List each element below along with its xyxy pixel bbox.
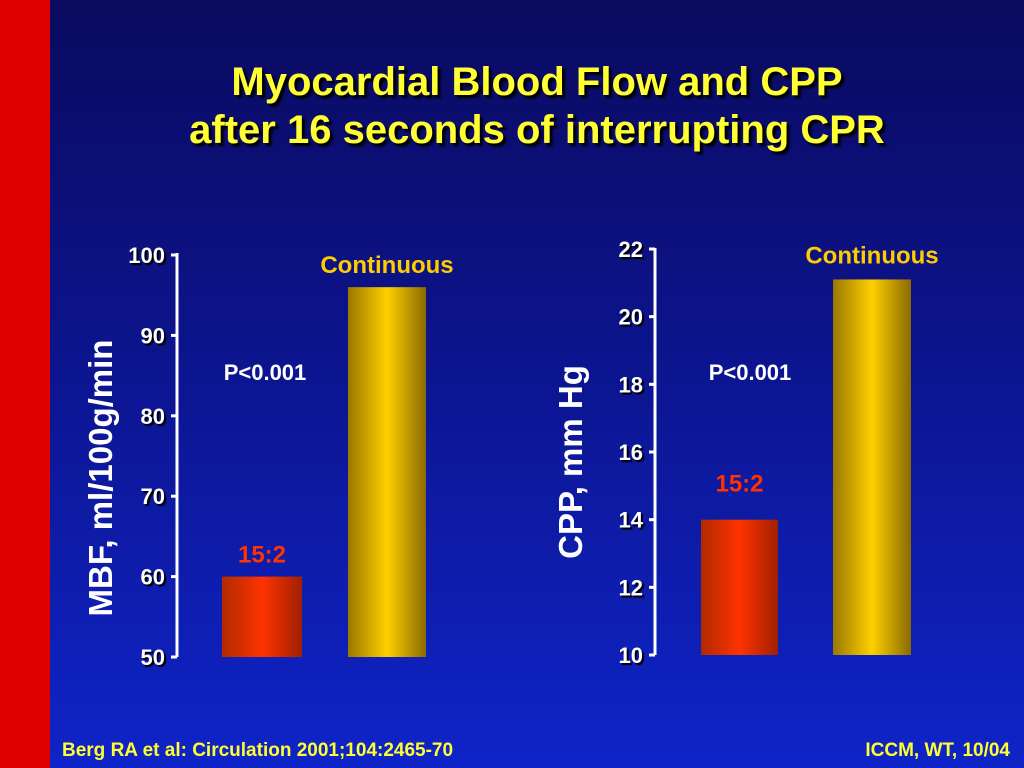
mbf-bar-label-continuous: Continuous (320, 252, 453, 279)
mbf-y-tick-label: 70 (141, 484, 165, 509)
cpp-bar-continuous (833, 279, 911, 655)
mbf-bar-continuous (348, 287, 426, 657)
cpp-y-tick-label: 12 (619, 575, 643, 600)
cpp-y-tick-label: 18 (619, 372, 643, 397)
mbf-y-tick-label: 100 (128, 243, 165, 268)
cpp-y-axis-label: CPP, mm Hg (552, 365, 589, 559)
side-accent-strip (0, 0, 50, 768)
cpp-bar-label-15-2: 15:2 (715, 471, 763, 498)
mbf-bar-15-2 (222, 576, 302, 657)
mbf-y-tick-label: 80 (141, 404, 165, 429)
cpp-y-tick-label: 22 (619, 237, 643, 262)
cpp-y-ticks: 10 12 14 16 18 20 22 (619, 237, 655, 668)
cpp-y-tick-label: 20 (619, 305, 643, 330)
title-line-2: after 16 seconds of interrupting CPR (189, 108, 885, 152)
cpp-y-tick-label: 10 (619, 643, 643, 668)
mbf-bars: 15:2 Continuous (222, 252, 454, 657)
mbf-y-tick-label: 50 (141, 645, 165, 670)
cpp-bar-label-continuous: Continuous (805, 242, 938, 269)
cpp-y-tick-label: 14 (619, 508, 644, 533)
mbf-y-axis-label: MBF, ml/100g/min (82, 340, 119, 617)
mbf-y-tick-label: 60 (141, 565, 165, 590)
slide-title: Myocardial Blood Flow and CPP after 16 s… (50, 58, 1024, 154)
cpp-bar-15-2 (701, 519, 778, 655)
mbf-y-ticks: 50 60 70 80 90 100 (128, 243, 177, 670)
slide-credit-footer: ICCM, WT, 10/04 (865, 740, 1010, 761)
mbf-y-tick-label: 90 (141, 323, 165, 348)
title-line-1: Myocardial Blood Flow and CPP (231, 60, 843, 104)
mbf-chart: MBF, ml/100g/min 50 60 70 80 90 100 15:2 Conti… (82, 243, 454, 670)
cpp-chart: CPP, mm Hg 10 12 14 16 18 20 22 15:2 Continuous… (552, 237, 939, 668)
cpp-y-tick-label: 16 (619, 440, 643, 465)
citation-footer: Berg RA et al: Circulation 2001;104:2465… (62, 740, 454, 761)
cpp-bars: 15:2 Continuous (701, 242, 939, 655)
mbf-p-value: P<0.001 (224, 360, 307, 385)
cpp-p-value: P<0.001 (709, 360, 792, 385)
mbf-bar-label-15-2: 15:2 (238, 542, 286, 569)
